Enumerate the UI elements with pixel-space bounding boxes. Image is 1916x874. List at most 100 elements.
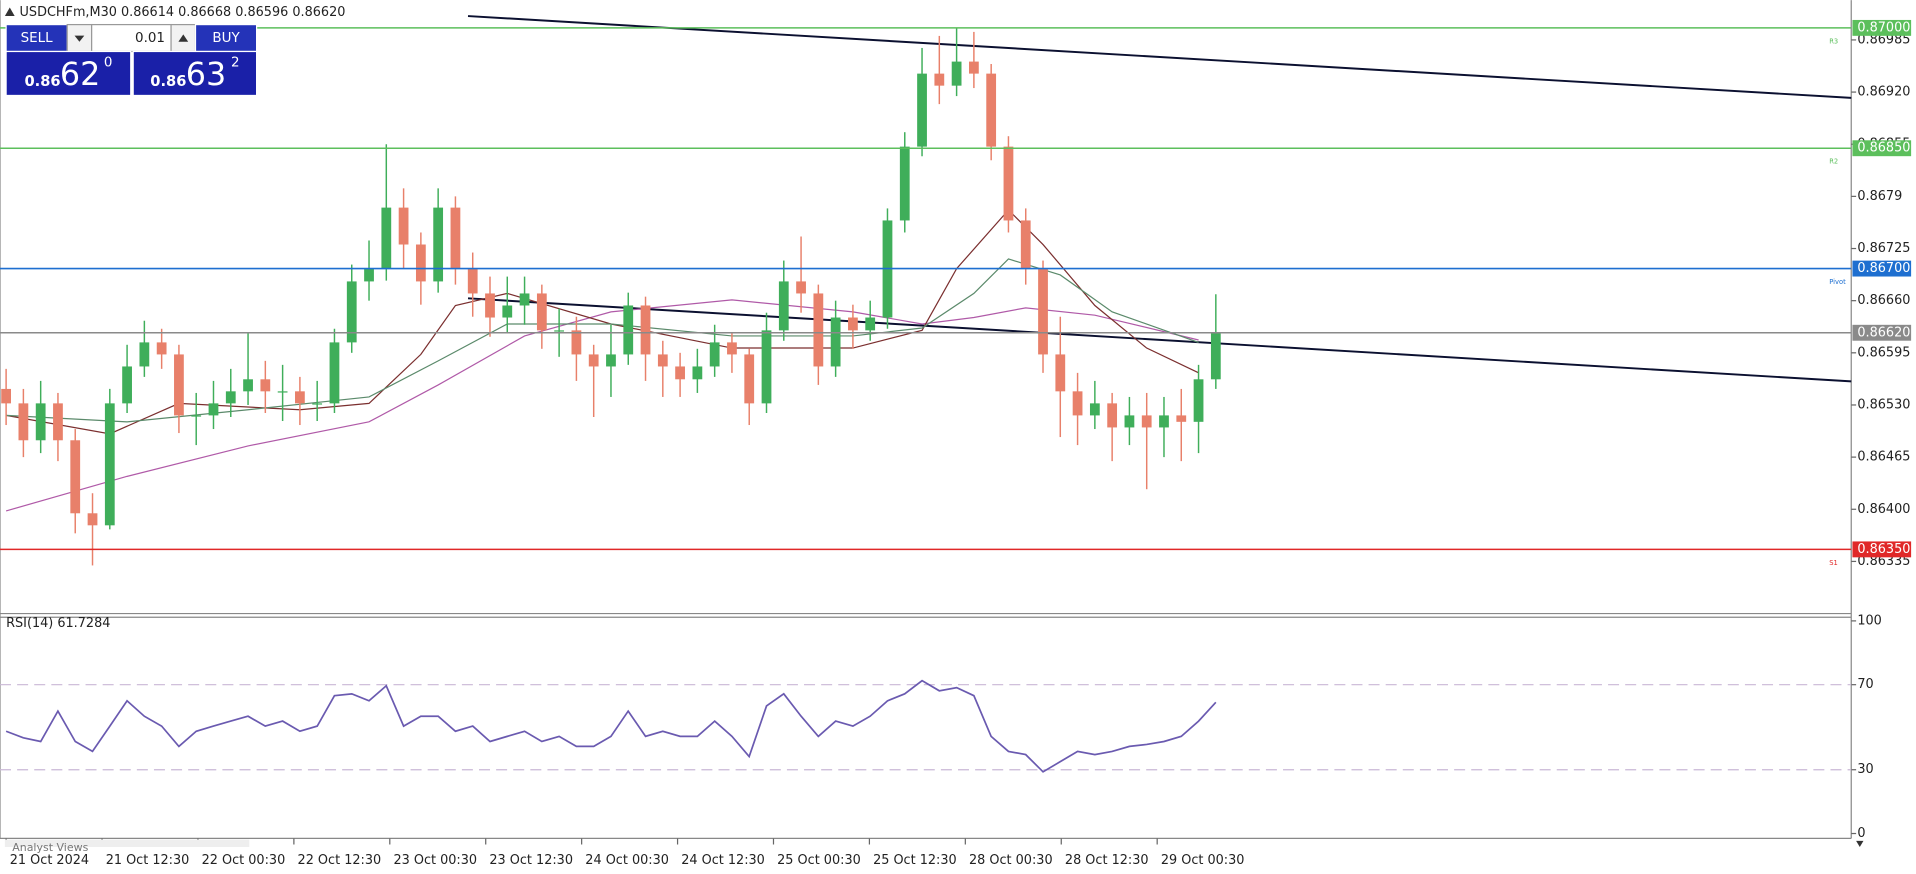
candle-body xyxy=(87,513,98,526)
y-tick-label: 30 xyxy=(1857,762,1873,777)
candle-body xyxy=(899,146,910,221)
candle-body xyxy=(485,293,495,318)
candle-body xyxy=(1141,415,1152,428)
x-tick-label: 21 Oct 12:30 xyxy=(106,853,190,868)
candle-body xyxy=(986,73,997,147)
candle-body xyxy=(1159,415,1169,428)
lot-value: 0.01 xyxy=(135,31,165,46)
candle-body xyxy=(761,330,772,404)
y-tick-label: 100 xyxy=(1857,613,1882,628)
level-label: 0.86350 xyxy=(1857,542,1910,557)
y-tick-label: 0.86595 xyxy=(1857,345,1910,360)
candle-body xyxy=(122,366,132,404)
candle-body xyxy=(243,379,253,392)
candle-body xyxy=(225,391,236,404)
candle-body xyxy=(1003,146,1014,221)
candle-body xyxy=(727,342,737,355)
y-tick-label: 0 xyxy=(1857,826,1865,841)
trend-line xyxy=(467,297,1852,383)
level-label: 0.86620 xyxy=(1857,325,1910,340)
candle-body xyxy=(1089,403,1100,416)
bid-big: 62 xyxy=(60,57,100,93)
sell-label: SELL xyxy=(21,31,54,46)
candle-body xyxy=(174,354,184,416)
y-tick-label: 0.86335 xyxy=(1857,554,1910,569)
candle-body xyxy=(1193,379,1204,422)
trade-panel: SELL 0.01 BUY 0.86 62 0 0.86 63 2 xyxy=(5,23,258,97)
candle-body xyxy=(35,403,46,441)
bid-box[interactable] xyxy=(5,50,132,97)
candle-body xyxy=(53,403,63,441)
arrow-up xyxy=(178,34,189,42)
ask-box[interactable] xyxy=(132,50,258,97)
panel-tab[interactable]: Analyst Views xyxy=(12,841,88,854)
y-tick-label: 0.86465 xyxy=(1857,450,1910,465)
candle-body xyxy=(364,268,374,282)
candle-body xyxy=(1124,415,1135,428)
ask-prefix: 0.86 xyxy=(150,73,186,90)
scroll-icon[interactable] xyxy=(1856,840,1864,847)
candle-body xyxy=(640,305,651,355)
candle-body xyxy=(277,391,288,393)
buy-label: BUY xyxy=(212,31,240,46)
sell-button[interactable] xyxy=(5,23,68,53)
x-tick-label: 21 Oct 2024 xyxy=(10,853,89,868)
candle-body xyxy=(675,366,685,380)
candle-body xyxy=(571,330,582,355)
collapse-icon[interactable] xyxy=(4,7,15,17)
level-name: R3 xyxy=(1829,37,1838,45)
candle-body xyxy=(1210,332,1221,380)
candle-body xyxy=(260,379,271,392)
candle-body xyxy=(295,391,305,404)
candle-body xyxy=(934,73,945,86)
moving-average xyxy=(6,209,1199,435)
x-tick-label: 25 Oct 12:30 xyxy=(873,853,957,868)
candle-body xyxy=(502,305,513,318)
moving-average xyxy=(5,299,1199,512)
x-tick-label: 28 Oct 00:30 xyxy=(969,853,1053,868)
trend-line xyxy=(467,15,1852,99)
candle-body xyxy=(848,317,858,331)
bid-prefix: 0.86 xyxy=(24,73,60,90)
x-tick-label: 24 Oct 00:30 xyxy=(585,853,669,868)
candle-body xyxy=(1055,354,1066,392)
level-label: 0.86700 xyxy=(1857,261,1910,276)
level-label: 0.86850 xyxy=(1857,141,1910,156)
candle-body xyxy=(709,342,720,367)
candle-body xyxy=(1038,268,1048,355)
candle-body xyxy=(623,305,634,355)
candle-body xyxy=(139,342,150,367)
lot-input[interactable] xyxy=(91,23,172,53)
candle-body xyxy=(813,293,824,367)
candle-body xyxy=(450,207,461,269)
x-tick-label: 28 Oct 12:30 xyxy=(1065,853,1149,868)
x-tick-label: 24 Oct 12:30 xyxy=(681,853,765,868)
level-label-box xyxy=(1852,19,1912,36)
level-label: 0.87000 xyxy=(1857,20,1910,35)
buy-button[interactable] xyxy=(194,23,258,53)
candle-body xyxy=(70,440,81,514)
candle-body xyxy=(778,281,789,331)
x-tick-label: 25 Oct 00:30 xyxy=(777,853,861,868)
candle-body xyxy=(606,354,616,367)
level-label-box xyxy=(1852,541,1912,558)
candle-body xyxy=(536,293,547,331)
candle-body xyxy=(1176,415,1187,422)
candle-body xyxy=(104,403,115,526)
level-name: Pivot xyxy=(1829,278,1846,286)
tab-strip xyxy=(4,839,250,847)
candle-body xyxy=(830,317,841,367)
candle-body xyxy=(208,403,219,416)
x-tick-label: 22 Oct 00:30 xyxy=(202,853,286,868)
candle-body xyxy=(1,388,11,404)
level-label-box xyxy=(1852,260,1912,277)
y-tick-label: 0.86985 xyxy=(1857,32,1910,47)
y-tick-label: 0.86920 xyxy=(1857,85,1910,100)
candle-body xyxy=(1020,220,1031,269)
candle-body xyxy=(692,366,703,380)
rsi-title: RSI(14) 61.7284 xyxy=(6,616,110,631)
level-label-box xyxy=(1852,324,1912,341)
ask-sup: 2 xyxy=(231,55,240,70)
